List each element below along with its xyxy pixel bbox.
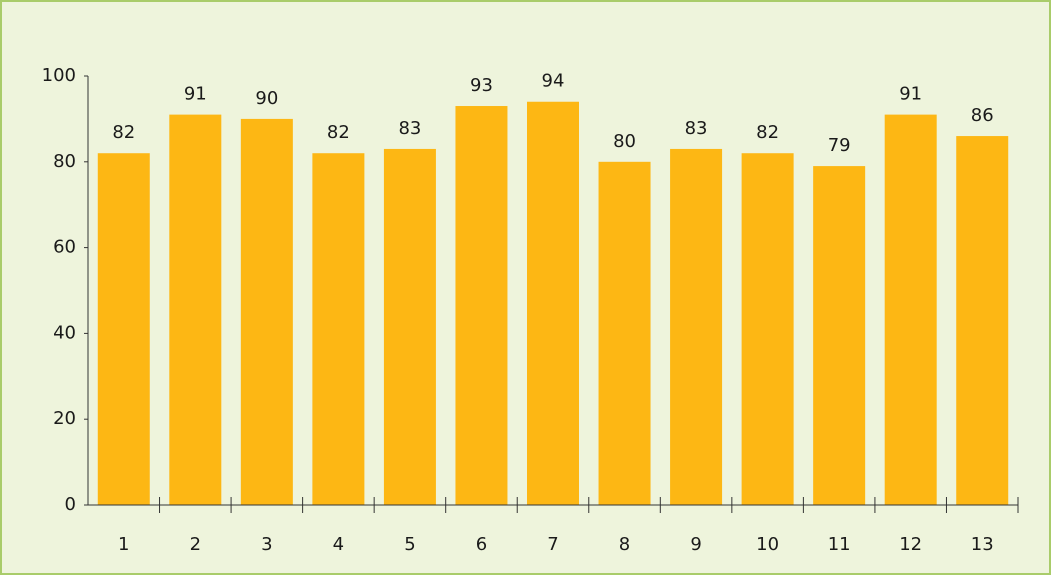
bar [312, 153, 365, 505]
x-tick-label: 10 [756, 534, 779, 555]
y-tick-label: 0 [65, 494, 76, 515]
data-label: 91 [899, 84, 922, 105]
data-label: 82 [756, 122, 779, 143]
bar [169, 114, 222, 506]
x-tick-label: 1 [118, 534, 129, 555]
x-tick-label: 4 [333, 534, 344, 555]
x-tick-label: 11 [828, 534, 851, 555]
y-tick-label: 40 [53, 322, 76, 343]
data-label: 82 [112, 122, 135, 143]
bar [527, 101, 579, 506]
x-tick-label: 9 [690, 534, 701, 555]
x-tick-label: 13 [971, 534, 994, 555]
data-label: 83 [398, 118, 421, 139]
bar [97, 153, 150, 505]
data-label: 90 [255, 88, 278, 109]
x-tick-label: 12 [899, 534, 922, 555]
x-tick-label: 2 [190, 534, 201, 555]
bar [598, 161, 651, 506]
y-tick-label: 100 [42, 65, 76, 86]
data-label: 83 [685, 118, 708, 139]
y-tick-label: 80 [53, 151, 76, 172]
data-label: 82 [327, 122, 350, 143]
data-label: 86 [971, 105, 994, 126]
bar [741, 153, 794, 505]
bar [884, 114, 937, 506]
bar [956, 136, 1009, 505]
bar [383, 148, 436, 505]
data-label: 93 [470, 75, 493, 96]
x-tick-label: 5 [404, 534, 415, 555]
x-tick-label: 7 [547, 534, 558, 555]
y-tick-label: 20 [53, 408, 76, 429]
bar [240, 118, 293, 506]
data-label: 79 [828, 135, 851, 156]
data-label: 94 [542, 71, 565, 92]
bar [813, 166, 866, 505]
data-label: 80 [613, 131, 636, 152]
y-tick-label: 60 [53, 237, 76, 258]
bar [670, 148, 723, 505]
x-tick-label: 8 [619, 534, 630, 555]
x-tick-label: 3 [261, 534, 272, 555]
bar [455, 106, 508, 505]
data-label: 91 [184, 84, 207, 105]
x-tick-label: 6 [476, 534, 487, 555]
